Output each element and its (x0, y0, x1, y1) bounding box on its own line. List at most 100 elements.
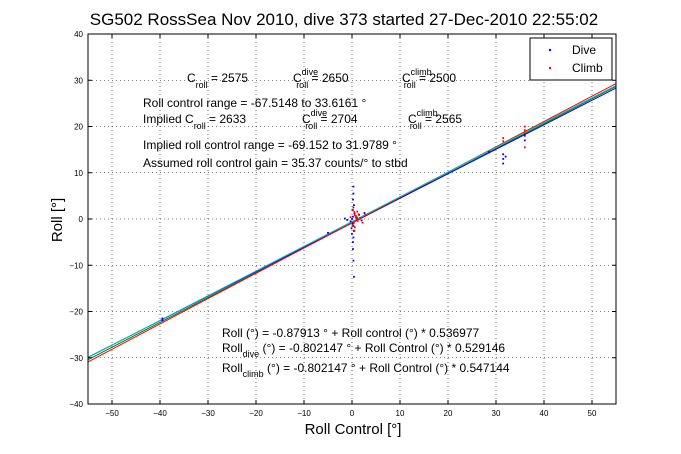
dive-point (353, 204, 355, 207)
climb-point (523, 125, 526, 128)
assumed-gain-text: Assumed roll control gain = 35.37 counts… (143, 156, 408, 170)
x-tick-label: 0 (350, 409, 355, 418)
dive-point (161, 317, 164, 320)
x-tick-label: −10 (297, 409, 311, 418)
legend-climb-marker (548, 66, 552, 70)
dive-point (346, 219, 349, 221)
dive-point (487, 151, 490, 153)
climb-point (353, 221, 355, 224)
y-tick-label: −30 (69, 354, 83, 363)
dive-point (502, 153, 505, 156)
chart-title: SG502 RossSea Nov 2010, dive 373 started… (90, 10, 598, 29)
climb-point (356, 219, 359, 222)
implied-c-roll-annotation: Implied Croll = 2633 (143, 112, 246, 131)
y-tick-label: 0 (79, 215, 84, 224)
dive-point (363, 212, 366, 214)
y-tick-label: 40 (74, 30, 83, 39)
fit-lines (87, 83, 617, 363)
dive-point (352, 222, 354, 225)
climb-point (502, 140, 505, 143)
y-tick-label: −10 (69, 261, 83, 270)
axis-ticks: −50 −40 −30 −20 −10 0 10 20 30 40 50 −40 −30 −20 −10 0 1… (69, 30, 616, 418)
regression-equations: Roll (°) = -0.87913 ° + Roll control (°)… (222, 326, 510, 379)
legend: Dive Climb (529, 37, 613, 81)
x-axis-label: Roll Control [°] (305, 421, 402, 438)
climb-point (355, 215, 358, 218)
legend-dive-marker (548, 48, 552, 52)
dive-point (351, 218, 353, 220)
dive-point (353, 212, 356, 215)
climb-point (352, 209, 354, 212)
dive-point (523, 134, 526, 137)
climb-point (523, 129, 526, 132)
dive-point (352, 225, 355, 227)
fit-line (87, 83, 617, 363)
climb-point (356, 210, 359, 213)
climb-point (523, 132, 526, 135)
dive-point (352, 198, 354, 201)
climb-point (349, 216, 352, 219)
fit-line (87, 85, 617, 358)
x-tick-label: −30 (201, 409, 215, 418)
climb-point (502, 137, 505, 139)
dive-point (350, 227, 353, 230)
dive-point (502, 157, 505, 160)
dive-point (353, 275, 355, 278)
x-tick-label: −20 (249, 409, 263, 418)
climb-point (355, 218, 358, 220)
dive-point (352, 241, 354, 244)
c-roll-climb-annotation: Cclimb roll = 2500 (402, 67, 456, 90)
legend-dive-label: Dive (572, 43, 596, 57)
dive-point (352, 236, 355, 239)
equation-climb: Rollclimb (°) = -0.802147 ° + Roll Contr… (222, 361, 510, 379)
climb-point (352, 206, 355, 209)
climb-point (351, 224, 354, 226)
climb-point (359, 217, 362, 219)
calibration-annotations: Croll = 2575 Cdive roll = 2650 Cclimb roll… (143, 67, 462, 170)
dive-point (327, 231, 329, 234)
implied-c-roll-dive-annotation: Cdive roll = 2704 (302, 108, 358, 131)
climb-point (354, 216, 357, 219)
dive-point (349, 220, 352, 223)
x-tick-label: 30 (492, 409, 501, 418)
c-roll-dive-annotation: Cdive roll = 2650 (293, 67, 349, 90)
y-tick-label: 30 (74, 76, 83, 85)
dive-point (360, 219, 363, 222)
climb-point (353, 229, 356, 232)
implied-c-roll-climb-annotation: Cclimb roll = 2565 (408, 108, 462, 131)
dive-point (355, 216, 358, 219)
dive-point (523, 139, 526, 142)
x-tick-label: −50 (105, 409, 119, 418)
equation-overall: Roll (°) = -0.87913 ° + Roll control (°)… (222, 326, 480, 340)
c-roll-annotation: Croll = 2575 (187, 71, 248, 90)
dive-point (351, 232, 353, 235)
x-tick-label: 40 (540, 409, 549, 418)
y-axis-label: Roll [°] (49, 198, 66, 242)
climb-point (364, 213, 367, 216)
dive-point (504, 155, 507, 158)
dive-point (352, 185, 355, 188)
dive-point (352, 248, 354, 250)
y-tick-label: −20 (69, 308, 83, 317)
x-tick-label: 50 (588, 409, 597, 418)
y-tick-label: 20 (74, 123, 83, 132)
dive-point (161, 319, 164, 322)
y-tick-label: −40 (69, 400, 83, 409)
implied-range-text: Implied roll control range = -69.152 to … (143, 138, 397, 152)
legend-box (529, 37, 613, 81)
climb-point (353, 226, 356, 229)
equation-dive: Rolldive (°) = -0.802147 ° + Roll Contro… (222, 341, 505, 359)
dive-point (502, 162, 505, 165)
data-points (161, 125, 526, 322)
climb-point (523, 146, 526, 149)
dive-point (352, 215, 354, 218)
climb-point (353, 211, 356, 213)
grid (88, 34, 616, 404)
legend-climb-label: Climb (572, 61, 603, 75)
roll-control-range-text: Roll control range = -67.5148 to 33.6161… (143, 96, 366, 110)
dive-point (352, 259, 355, 262)
climb-point (357, 213, 360, 216)
dive-point (343, 217, 346, 220)
x-tick-label: 20 (444, 409, 453, 418)
